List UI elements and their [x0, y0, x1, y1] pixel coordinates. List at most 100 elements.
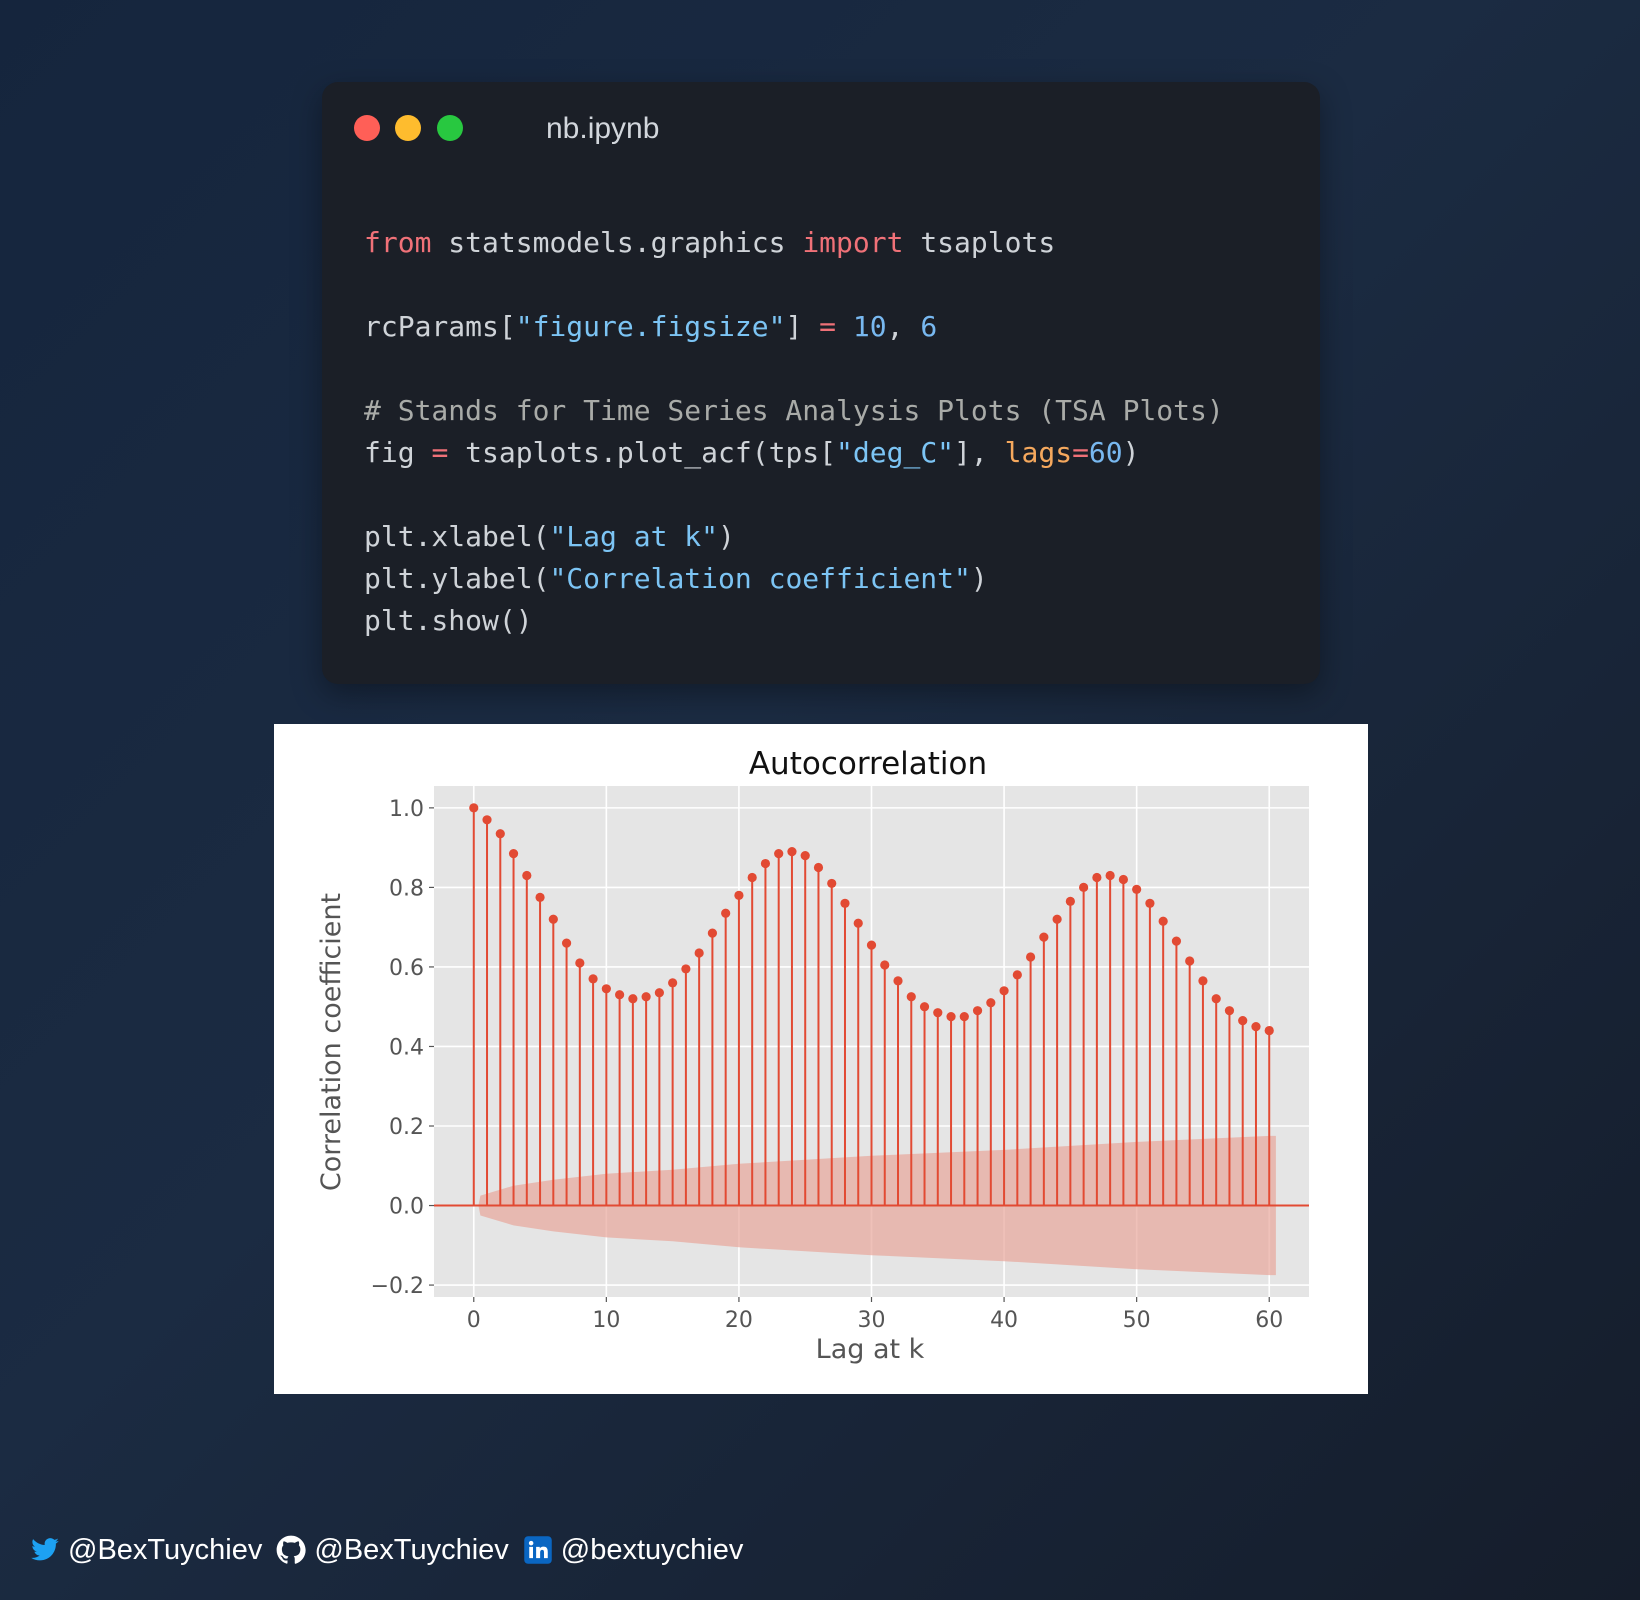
acf-point	[707, 928, 718, 938]
acf-point	[654, 988, 664, 998]
footer-social: @BexTuychiev @BexTuychiev @bextuychiev	[30, 1530, 757, 1570]
acf-point	[893, 976, 903, 986]
y-tick-label: 0.8	[389, 876, 424, 901]
y-tick-label: 0.4	[389, 1035, 424, 1060]
code-block[interactable]: from statsmodels.graphics import tsaplot…	[364, 222, 1224, 642]
acf-point	[535, 892, 545, 902]
code-text: ],	[954, 436, 1005, 469]
acf-point	[999, 986, 1009, 996]
code-text: )	[1122, 436, 1140, 469]
acf-point	[866, 940, 877, 950]
code-number: 10	[852, 310, 887, 343]
code-line-5: plt.xlabel("Lag at k")	[364, 516, 1224, 558]
y-tick-label: 0.0	[389, 1195, 424, 1220]
code-operator: =	[1072, 436, 1089, 469]
code-text: fig	[364, 436, 432, 469]
acf-point	[1198, 976, 1208, 986]
code-text: tsaplots.plot_acf(tps[	[448, 436, 837, 469]
code-string: "figure.figsize"	[515, 310, 786, 343]
keyword-import: import	[802, 226, 904, 259]
x-tick-label: 30	[858, 1308, 886, 1333]
acf-point	[959, 1012, 969, 1022]
module-name: statsmodels.graphics	[431, 226, 803, 259]
acf-point	[588, 974, 598, 984]
acf-point	[668, 978, 678, 988]
code-text: )	[970, 562, 988, 595]
acf-point	[933, 1008, 943, 1018]
acf-point	[508, 849, 519, 859]
acf-point	[469, 803, 479, 813]
stem-series	[434, 803, 1309, 1207]
acf-point	[906, 992, 916, 1002]
chart-title: Autocorrelation	[749, 746, 987, 782]
acf-point	[760, 858, 771, 869]
acf-point	[548, 914, 558, 924]
window-title: nb.ipynb	[546, 112, 660, 145]
acf-point	[1079, 882, 1089, 893]
maximize-window-button[interactable]	[437, 115, 463, 141]
acf-point	[1132, 884, 1142, 894]
twitter-icon[interactable]	[30, 1535, 60, 1565]
x-axis-label: Lag at k	[816, 1334, 925, 1365]
twitter-handle[interactable]: @BexTuychiev	[68, 1533, 263, 1566]
code-operator: =	[431, 436, 449, 469]
code-text	[836, 310, 853, 343]
acf-point	[615, 990, 625, 1000]
code-blank-line	[364, 348, 1224, 390]
y-tick-label: 0.6	[389, 956, 424, 981]
acf-point	[1039, 932, 1049, 942]
y-tick-label: 1.0	[389, 797, 424, 822]
code-text: rcParams[	[364, 310, 516, 343]
linkedin-icon[interactable]	[523, 1535, 553, 1565]
code-line-7: plt.show()	[364, 600, 1224, 642]
x-tick-label: 10	[592, 1308, 620, 1333]
acf-point	[1052, 914, 1062, 924]
code-line-2: rcParams["figure.figsize"] = 10, 6	[364, 306, 1224, 348]
acf-chart: 0 10 20 30 40 50 60 −0.2 0.0 0.2 0.4 0.6 0.8 1.0 Auto…	[316, 746, 1309, 1365]
acf-point	[1092, 872, 1102, 883]
acf-point	[1171, 936, 1182, 946]
github-handle[interactable]: @BexTuychiev	[314, 1533, 509, 1566]
minimize-window-button[interactable]	[395, 115, 421, 141]
acf-point	[694, 948, 704, 958]
close-window-button[interactable]	[354, 115, 380, 141]
acf-point	[880, 960, 890, 970]
acf-point	[641, 992, 651, 1002]
acf-point	[1065, 896, 1075, 906]
acf-point	[972, 1006, 983, 1016]
code-text: plt.ylabel(	[364, 562, 550, 595]
acf-point	[628, 994, 638, 1004]
code-line-3: # Stands for Time Series Analysis Plots …	[364, 390, 1224, 432]
code-number: 6	[920, 310, 938, 343]
acf-point	[482, 815, 492, 825]
code-line-6: plt.ylabel("Correlation coefficient")	[364, 558, 1224, 600]
linkedin-handle[interactable]: @bextuychiev	[560, 1533, 744, 1566]
x-tick-label: 20	[725, 1308, 753, 1333]
y-tick-label: −0.2	[371, 1274, 424, 1299]
x-tick-label: 60	[1255, 1308, 1283, 1333]
code-line-4: fig = tsaplots.plot_acf(tps["deg_C"], la…	[364, 432, 1224, 474]
acf-point	[1238, 1016, 1248, 1026]
acf-point	[1185, 956, 1195, 966]
code-text: ,	[886, 310, 921, 343]
chart-panel: 0 10 20 30 40 50 60 −0.2 0.0 0.2 0.4 0.6 0.8 1.0 Auto…	[274, 724, 1368, 1394]
acf-point	[1251, 1021, 1261, 1032]
axis-ticks: 0 10 20 30 40 50 60 −0.2 0.0 0.2 0.4 0.6 0.8 1.0	[371, 797, 1284, 1333]
github-icon[interactable]	[276, 1535, 307, 1565]
acf-point	[1105, 870, 1115, 881]
code-comment: # Stands for Time Series Analysis Plots …	[364, 394, 1224, 427]
code-number: 60	[1088, 436, 1123, 469]
code-operator: =	[819, 310, 837, 343]
code-string: "deg_C"	[836, 436, 955, 469]
code-line-1: from statsmodels.graphics import tsaplot…	[364, 222, 1224, 264]
acf-point	[1012, 970, 1022, 980]
acf-point	[1211, 994, 1221, 1004]
keyword-from: from	[364, 226, 432, 259]
acf-point	[734, 890, 744, 900]
code-string: "Correlation coefficient"	[549, 562, 971, 595]
code-window	[322, 82, 1320, 684]
acf-point	[787, 847, 797, 857]
code-text: plt.show()	[364, 604, 533, 637]
acf-point	[747, 872, 757, 883]
y-axis-label: Correlation coefficient	[316, 893, 347, 1191]
